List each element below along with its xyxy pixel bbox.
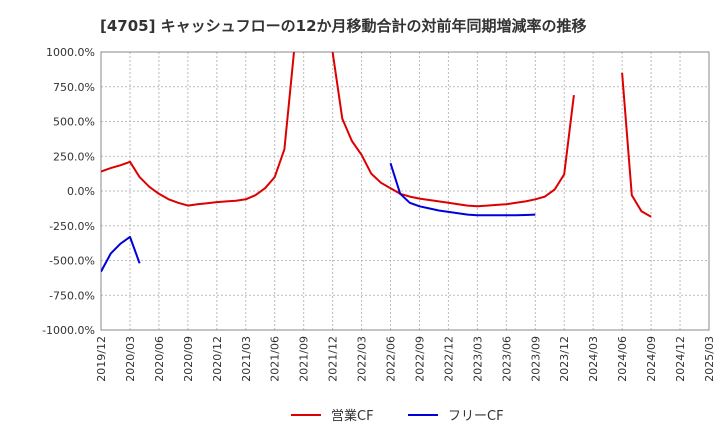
legend-label: 営業CF: [331, 408, 374, 424]
y-tick-label: -1000.0%: [42, 324, 95, 337]
x-tick-label: 2022/03: [356, 336, 369, 382]
x-tick-label: 2020/06: [153, 336, 166, 382]
chart-title: [4705] キャッシュフローの12か月移動合計の対前年同期増減率の推移: [100, 17, 587, 35]
x-tick-label: 2022/12: [442, 336, 455, 382]
x-tick-label: 2020/09: [182, 336, 195, 382]
x-tick-label: 2020/03: [124, 336, 137, 382]
x-tick-label: 2021/09: [298, 336, 311, 382]
y-tick-label: 500.0%: [53, 116, 95, 129]
x-tick-label: 2024/06: [616, 336, 629, 382]
legend-label: フリーCF: [448, 409, 504, 424]
plot-border: [100, 51, 710, 331]
legend: 営業CF フリーCF: [291, 408, 504, 424]
x-tick-label: 2025/03: [703, 336, 716, 382]
series-line-operating-cf: [101, 52, 652, 218]
y-tick-label: 0.0%: [67, 185, 95, 198]
x-tick-label: 2023/06: [500, 336, 513, 382]
y-tick-label: 750.0%: [53, 81, 95, 94]
y-tick-label: -250.0%: [49, 220, 95, 233]
y-tick-label: -500.0%: [49, 255, 95, 268]
plot-area: 1000.0% 750.0% 500.0% 250.0% 0.0% -250.0% -500…: [42, 46, 716, 382]
y-tick-label: 250.0%: [53, 150, 95, 163]
x-tick-label: 2019/12: [95, 336, 108, 382]
x-tick-label: 2021/03: [240, 336, 253, 382]
x-tick-label: 2022/09: [413, 336, 426, 382]
x-tick-label: 2024/03: [587, 336, 600, 382]
x-tick-label: 2021/12: [327, 336, 340, 382]
x-tick-label: 2021/06: [269, 336, 282, 382]
x-tick-label: 2023/12: [558, 336, 571, 382]
x-tick-label: 2024/12: [674, 336, 687, 382]
x-tick-label: 2023/09: [529, 336, 542, 382]
x-tick-label: 2024/09: [645, 336, 658, 382]
x-tick-label: 2022/06: [385, 336, 398, 382]
x-tick-label: 2020/12: [211, 336, 224, 382]
x-tick-label: 2023/03: [471, 336, 484, 382]
y-tick-label: -750.0%: [49, 289, 95, 302]
series-line-free-cf: [101, 162, 536, 273]
y-tick-label: 1000.0%: [46, 46, 95, 59]
